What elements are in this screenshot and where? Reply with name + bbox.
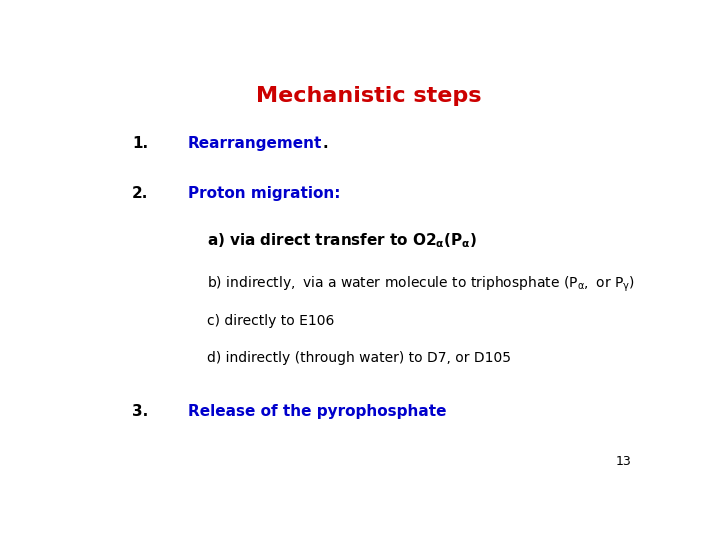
Text: Mechanistic steps: Mechanistic steps [256,85,482,106]
Text: $\mathrm{b) \ indirectly, \ via \ a \ water \ molecule \ to \ triphosphate \ (P_: $\mathrm{b) \ indirectly, \ via \ a \ wa… [207,274,635,294]
Text: Proton migration:: Proton migration: [188,186,340,201]
Text: 1.: 1. [132,136,148,151]
Text: Rearrangement: Rearrangement [188,136,322,151]
Text: .: . [322,136,328,151]
Text: c) directly to E106: c) directly to E106 [207,314,335,328]
Text: d) indirectly (through water) to D7, or D105: d) indirectly (through water) to D7, or … [207,351,511,365]
Text: 3.: 3. [132,404,148,419]
Text: 13: 13 [616,455,631,468]
Text: Release of the pyrophosphate: Release of the pyrophosphate [188,404,446,419]
Text: $\mathbf{a) \ via \ direct \ transfer \ to \ O2_{\alpha}(P_{\alpha})}$: $\mathbf{a) \ via \ direct \ transfer \ … [207,232,477,251]
Text: Rearrangement: Rearrangement [188,136,322,151]
Text: 2.: 2. [132,186,148,201]
